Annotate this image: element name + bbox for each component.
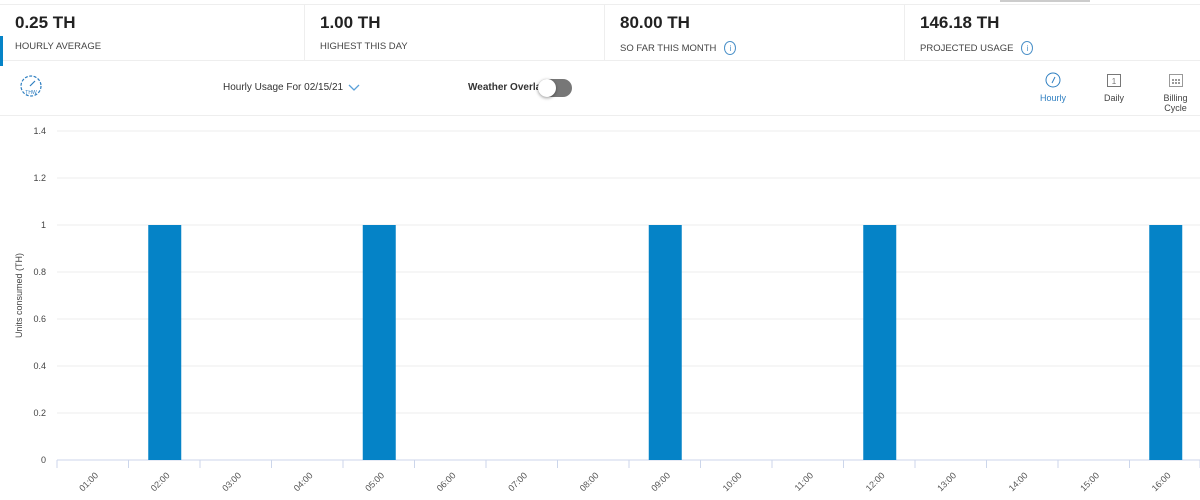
weather-overlay-label: Weather Overlay [468, 82, 547, 93]
bar-09:00 [648, 225, 682, 460]
info-icon[interactable]: i [1021, 41, 1034, 55]
stat-highest-this-day[interactable]: 1.00 TH HIGHEST THIS DAY [305, 5, 605, 60]
view-hourly[interactable]: Hourly [1040, 72, 1066, 103]
x-tick-label: 06:00 [435, 470, 458, 493]
calendar-day-icon: 1 [1107, 74, 1121, 87]
svg-text:1: 1 [1112, 77, 1117, 86]
y-tick-label: 0.6 [33, 314, 46, 324]
x-tick-label: 02:00 [149, 470, 172, 493]
y-tick-label: 1.4 [33, 126, 46, 136]
x-tick-label: 05:00 [363, 470, 386, 493]
chevron-down-icon [348, 84, 360, 91]
y-tick-label: 0.2 [33, 408, 46, 418]
x-tick-label: 03:00 [220, 470, 243, 493]
active-stat-indicator [0, 36, 3, 66]
view-billing-cycle[interactable]: Billing Cycle [1151, 72, 1200, 113]
scroll-indicator [1000, 0, 1090, 2]
bar-16:00 [1149, 225, 1183, 460]
svg-text:THW: THW [25, 90, 37, 96]
gauge-icon[interactable]: THW [19, 74, 43, 98]
y-tick-label: 0.8 [33, 267, 46, 277]
x-tick-label: 09:00 [649, 470, 672, 493]
x-tick-label: 01:00 [77, 470, 100, 493]
stat-so-far-this-month[interactable]: 80.00 TH SO FAR THIS MONTH i [605, 5, 905, 60]
x-tick-label: 07:00 [506, 470, 529, 493]
date-selector[interactable]: Hourly Usage For 02/15/21 [223, 82, 360, 93]
x-tick-label: 13:00 [935, 470, 958, 493]
y-tick-label: 1.2 [33, 173, 46, 183]
x-tick-label: 16:00 [1150, 470, 1173, 493]
calendar-month-icon [1168, 74, 1183, 87]
weather-overlay-toggle[interactable] [538, 79, 572, 97]
y-tick-label: 0.4 [33, 361, 46, 371]
stat-projected-usage[interactable]: 146.18 TH PROJECTED USAGE i [905, 5, 1200, 60]
x-tick-label: 15:00 [1078, 470, 1101, 493]
view-daily[interactable]: 1 Daily [1104, 72, 1124, 103]
bar-05:00 [362, 225, 396, 460]
x-tick-label: 11:00 [793, 470, 816, 493]
clock-icon [1045, 72, 1061, 88]
stat-hourly-average[interactable]: 0.25 TH HOURLY AVERAGE [0, 5, 305, 60]
stats-bar: 0.25 TH HOURLY AVERAGE 1.00 TH HIGHEST THI… [0, 4, 1200, 61]
x-tick-label: 08:00 [578, 470, 601, 493]
chart-controls: THW Hourly Usage For 02/15/21 Weather Ov… [0, 62, 1200, 116]
x-tick-label: 12:00 [864, 470, 887, 493]
bar-12:00 [863, 225, 897, 460]
x-tick-label: 04:00 [292, 470, 315, 493]
bar-02:00 [148, 225, 182, 460]
x-tick-label: 10:00 [721, 470, 744, 493]
usage-chart: 0 0.2 0.4 0.6 0.8 1 1.2 1.4 Units consumed (TH) 0… [14, 126, 1200, 493]
y-tick-label: 1 [41, 220, 46, 230]
y-tick-label: 0 [41, 455, 46, 465]
info-icon[interactable]: i [724, 41, 737, 55]
y-axis-label: Units consumed (TH) [14, 253, 24, 338]
x-tick-label: 14:00 [1007, 470, 1030, 493]
